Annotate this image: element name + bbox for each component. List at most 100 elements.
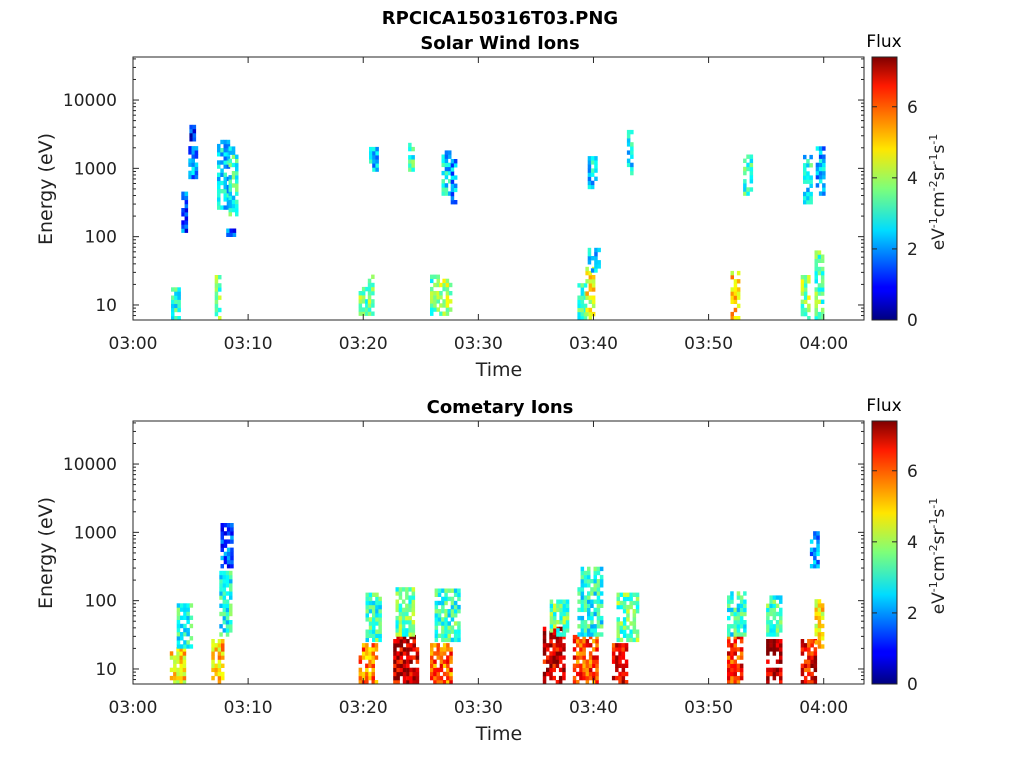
spectrogram-cell — [809, 183, 813, 188]
spectrogram-cell — [593, 583, 597, 588]
spectrogram-cell — [630, 150, 634, 155]
spectrogram-cell — [814, 287, 818, 292]
spectrogram-cell — [626, 609, 630, 614]
spectrogram-cell — [372, 159, 376, 164]
spectrogram-cell — [733, 299, 738, 304]
spectrogram-cell — [217, 164, 221, 169]
colorbar-tick-label: 0 — [907, 675, 918, 695]
spectrogram-cell — [779, 607, 783, 613]
spectrogram-cell — [585, 270, 589, 276]
spectrogram-cell — [457, 621, 461, 626]
spectrogram-cell — [406, 667, 410, 673]
spectrogram-cell — [179, 671, 183, 677]
spectrogram-cell — [211, 639, 215, 644]
spectrogram-cell — [590, 184, 595, 190]
spectrogram-cell — [365, 596, 369, 602]
spectrogram-cell — [183, 611, 187, 616]
spectrogram-cell — [191, 162, 195, 167]
spectrogram-cell — [772, 599, 777, 604]
spectrogram-cell — [733, 675, 737, 681]
spectrogram-cell — [436, 307, 440, 312]
spectrogram-cell — [626, 158, 631, 163]
spectrogram-cell — [622, 596, 627, 602]
spectrogram-cell — [371, 680, 375, 684]
spectrogram-cell — [595, 655, 599, 660]
spectrogram-cell — [592, 647, 596, 652]
spectrogram-cell — [580, 307, 585, 313]
spectrogram-cell — [730, 647, 734, 652]
spectrogram-cell — [565, 624, 570, 629]
spectrogram-cell — [235, 162, 239, 168]
spectrogram-cell — [772, 647, 777, 652]
spectrogram-cell — [401, 620, 406, 625]
spectrogram-cell — [235, 187, 239, 192]
spectrogram-cell — [433, 291, 437, 296]
spectrogram-cell — [635, 637, 640, 643]
spectrogram-cell — [371, 282, 375, 288]
spectrogram-cell — [813, 555, 817, 561]
spectrogram-cell — [635, 596, 640, 602]
spectrogram-cell — [441, 191, 445, 196]
spectrogram-cell — [226, 559, 231, 565]
spectrogram-cell — [822, 183, 826, 188]
spectrogram-cell — [580, 579, 585, 584]
spectrogram-cell — [223, 543, 228, 548]
spectrogram-cell — [226, 564, 231, 569]
spectrogram-cell — [433, 667, 437, 673]
spectrogram-cell — [743, 599, 747, 604]
y-tick-label: 10 — [95, 660, 117, 680]
spectrogram-cell — [444, 613, 448, 618]
spectrogram-cell — [194, 162, 199, 167]
spectrogram-cell — [624, 663, 629, 668]
spectrogram-cell — [378, 600, 382, 606]
spectrogram-cell — [727, 671, 731, 677]
spectrogram-cell — [217, 675, 222, 681]
spectrogram-cell — [434, 633, 439, 638]
spectrogram-cell — [549, 667, 553, 673]
spectrogram-cell — [565, 603, 570, 608]
spectrogram-cell — [186, 615, 190, 620]
spectrogram-cell — [228, 212, 232, 217]
spectrogram-cell — [621, 680, 626, 684]
spectrogram-cell — [582, 675, 586, 681]
spectrogram-cell — [587, 156, 592, 161]
spectrogram-cell — [441, 588, 445, 593]
spectrogram-cell — [223, 176, 227, 182]
spectrogram-cell — [590, 268, 595, 273]
spectrogram-cell — [446, 671, 450, 677]
spectrogram-cell — [365, 617, 369, 622]
spectrogram-cell — [587, 628, 591, 633]
spectrogram-cell — [565, 599, 570, 604]
spectrogram-cell — [177, 303, 181, 309]
spectrogram-cell — [587, 591, 591, 596]
spectrogram-cell — [727, 595, 731, 600]
spectrogram-cell — [395, 607, 399, 613]
spectrogram-cell — [733, 632, 737, 637]
spectrogram-cell — [445, 307, 450, 312]
spectrogram-cell — [223, 539, 228, 544]
spectrogram-cell — [430, 659, 434, 664]
spectrogram-cell — [596, 583, 601, 588]
spectrogram-cell — [412, 634, 416, 640]
spectrogram-cell — [630, 154, 634, 159]
spectrogram-cell — [222, 611, 227, 617]
spectrogram-cell — [445, 282, 450, 288]
spectrogram-cell — [599, 599, 604, 604]
spectrogram-cell — [176, 615, 181, 620]
spectrogram-cell — [818, 158, 823, 163]
spectrogram-cell — [624, 647, 629, 652]
spectrogram-cell — [375, 167, 379, 172]
spectrogram-cell — [367, 311, 372, 316]
spectrogram-cell — [622, 621, 627, 626]
spectrogram-cell — [549, 624, 554, 629]
spectrogram-cell — [599, 583, 604, 588]
spectrogram-cell — [186, 619, 190, 625]
spectrogram-cell — [814, 250, 818, 255]
spectrogram-cell — [405, 615, 409, 621]
spectrogram-cell — [180, 623, 184, 629]
spectrogram-cell — [358, 307, 363, 312]
spectrogram-cell — [733, 607, 737, 613]
y-tick-label: 10000 — [63, 455, 117, 475]
spectrogram-cell — [434, 609, 439, 614]
spectrogram-cell — [434, 617, 439, 622]
